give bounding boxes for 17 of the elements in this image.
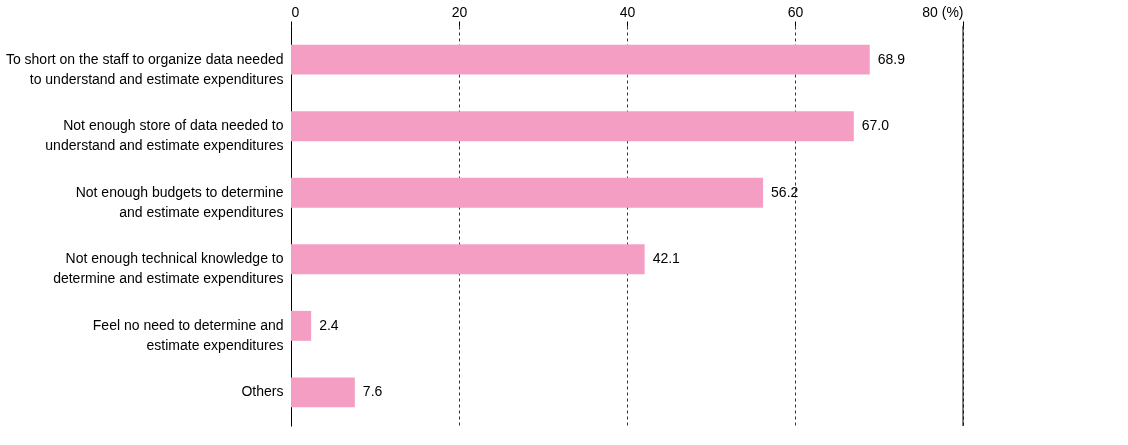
x-tick-label: 40 xyxy=(619,3,636,20)
y-tick-label: Not enough store of data needed to understand and estimate expenditures xyxy=(45,117,284,154)
data-label: 67.0 xyxy=(861,117,890,134)
y-tick-label: Not enough technical knowledge to determine and estimate expenditures xyxy=(53,250,284,287)
data-label: 7.6 xyxy=(362,383,383,400)
x-tick-label: 0 xyxy=(291,3,300,20)
y-tick-label: Others xyxy=(241,383,284,400)
y-tick-label: To short on the staff to organize data needed to understand and estimate expenditures xyxy=(5,50,284,87)
data-label: 56.2 xyxy=(771,183,799,200)
data-label: 68.9 xyxy=(877,50,906,67)
data-label: 2.4 xyxy=(319,316,339,333)
x-tick-label: 20 xyxy=(451,3,468,20)
x-tick-label: 80 (%) xyxy=(922,3,964,20)
data-label: 42.1 xyxy=(652,250,681,267)
x-tick-label: 60 xyxy=(787,3,804,20)
y-tick-label: Feel no need to determine and estimate expenditures xyxy=(92,316,284,353)
y-tick-label: Not enough budgets to determine and estimate expenditures xyxy=(75,183,284,220)
